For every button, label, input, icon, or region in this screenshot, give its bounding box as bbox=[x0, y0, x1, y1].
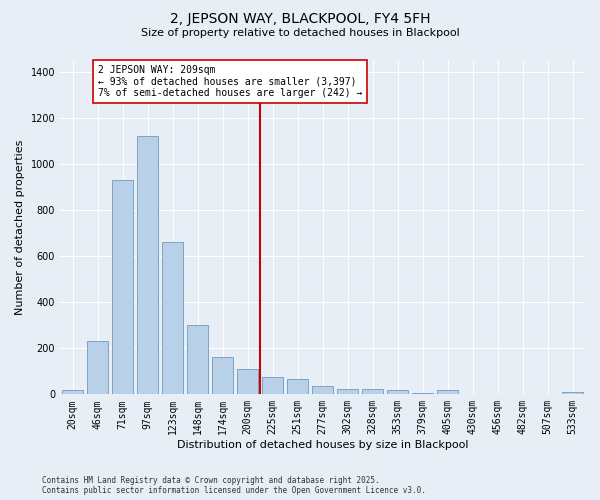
Bar bbox=[362, 388, 383, 394]
Bar bbox=[387, 390, 408, 394]
Bar bbox=[437, 390, 458, 394]
Bar bbox=[137, 136, 158, 394]
Bar bbox=[562, 392, 583, 394]
Bar bbox=[312, 386, 333, 394]
Bar bbox=[62, 390, 83, 394]
Bar bbox=[262, 377, 283, 394]
X-axis label: Distribution of detached houses by size in Blackpool: Distribution of detached houses by size … bbox=[177, 440, 468, 450]
Bar bbox=[212, 358, 233, 395]
Bar bbox=[187, 325, 208, 394]
Bar bbox=[87, 342, 108, 394]
Text: 2 JEPSON WAY: 209sqm
← 93% of detached houses are smaller (3,397)
7% of semi-det: 2 JEPSON WAY: 209sqm ← 93% of detached h… bbox=[98, 64, 362, 98]
Text: Size of property relative to detached houses in Blackpool: Size of property relative to detached ho… bbox=[140, 28, 460, 38]
Bar bbox=[337, 388, 358, 394]
Bar bbox=[162, 242, 183, 394]
Bar bbox=[112, 180, 133, 394]
Text: Contains HM Land Registry data © Crown copyright and database right 2025.
Contai: Contains HM Land Registry data © Crown c… bbox=[42, 476, 426, 495]
Bar bbox=[287, 380, 308, 394]
Bar bbox=[412, 393, 433, 394]
Y-axis label: Number of detached properties: Number of detached properties bbox=[15, 140, 25, 315]
Text: 2, JEPSON WAY, BLACKPOOL, FY4 5FH: 2, JEPSON WAY, BLACKPOOL, FY4 5FH bbox=[170, 12, 430, 26]
Bar bbox=[237, 369, 258, 394]
